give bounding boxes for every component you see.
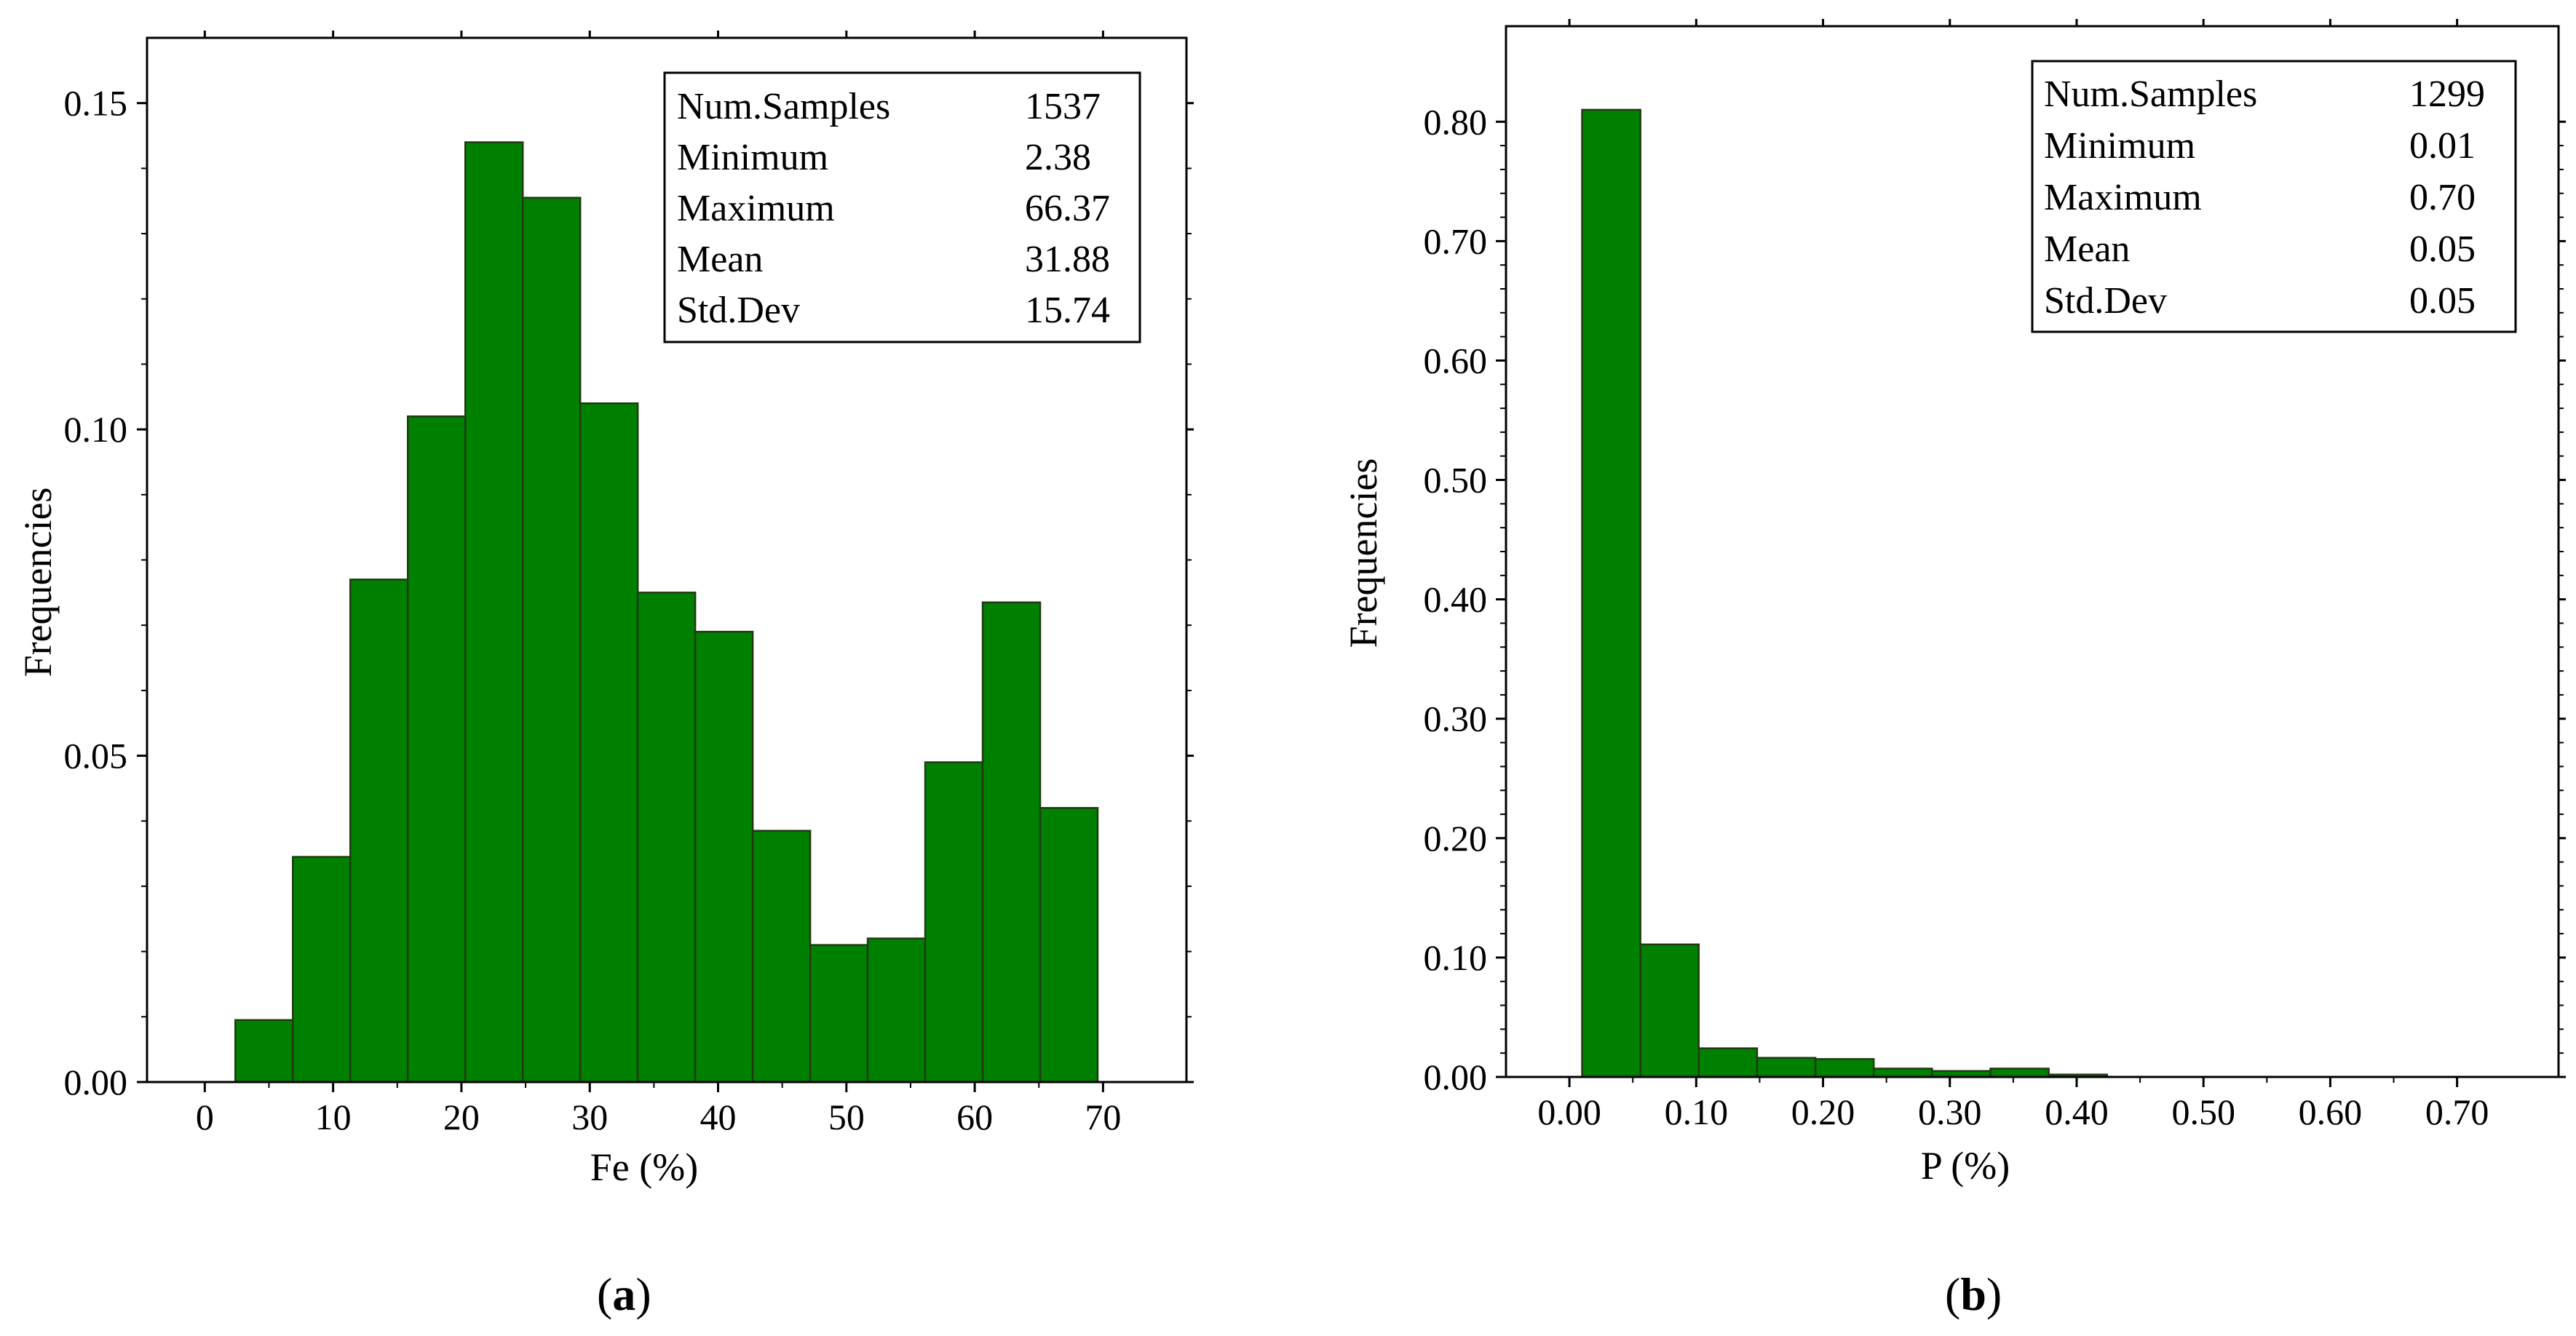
histogram-bar-b-3 (1756, 1057, 1817, 1078)
x-tick-label-a-7: 70 (1085, 1097, 1121, 1137)
histogram-bar-b-1 (1639, 943, 1700, 1078)
x-tick-label-a-4: 40 (700, 1097, 737, 1137)
stat-label-a-1: Minimum (677, 137, 828, 178)
panel-letter-a: a (612, 1268, 635, 1320)
histogram-bar-a-2 (349, 578, 409, 1083)
histogram-bar-a-13 (981, 601, 1042, 1083)
stat-value-a-4: 15.74 (1025, 290, 1110, 331)
histogram-bar-a-3 (406, 415, 467, 1083)
stat-label-a-3: Mean (677, 239, 763, 280)
histogram-bar-a-10 (809, 944, 869, 1083)
histogram-bar-a-14 (1039, 807, 1099, 1083)
histogram-bar-a-9 (751, 830, 812, 1083)
x-tick-label-a-2: 20 (443, 1097, 480, 1137)
y-tick-label-a-3: 0.15 (64, 83, 128, 124)
stat-label-b-1: Minimum (2044, 125, 2195, 167)
x-tick-label-b-4: 0.40 (2045, 1092, 2109, 1132)
histogram-bar-b-5 (1872, 1067, 1933, 1078)
stat-label-b-3: Mean (2044, 228, 2130, 270)
y-tick-label-b-2: 0.20 (1424, 818, 1488, 859)
x-tick-label-b-6: 0.60 (2299, 1092, 2363, 1132)
histogram-bar-a-8 (694, 630, 754, 1083)
y-tick-label-a-2: 0.10 (64, 409, 128, 450)
stat-label-b-0: Num.Samples (2044, 73, 2257, 115)
stat-value-b-0: 1299 (2409, 73, 2485, 115)
x-tick-label-b-7: 0.70 (2425, 1092, 2489, 1132)
stat-label-a-0: Num.Samples (677, 86, 890, 127)
y-tick-label-b-8: 0.80 (1424, 101, 1488, 142)
stats-box-b (2031, 60, 2517, 333)
x-tick-label-b-1: 0.10 (1665, 1092, 1729, 1132)
stat-label-a-4: Std.Dev (677, 290, 800, 331)
stat-value-b-4: 0.05 (2409, 280, 2476, 322)
x-tick-label-b-5: 0.50 (2171, 1092, 2235, 1132)
y-tick-label-b-6: 0.60 (1424, 340, 1488, 381)
stat-label-b-2: Maximum (2044, 177, 2202, 218)
x-tick-label-a-6: 60 (956, 1097, 993, 1137)
y-tick-label-b-7: 0.70 (1424, 220, 1488, 261)
panel-label-b: (b) (1945, 1268, 2002, 1320)
y-tick-label-b-4: 0.40 (1424, 579, 1488, 620)
stat-label-a-2: Maximum (677, 188, 835, 229)
histogram-bar-a-4 (464, 141, 524, 1083)
y-axis-title-a: Frequencies (16, 488, 60, 677)
y-tick-label-a-0: 0.00 (64, 1062, 128, 1102)
y-tick-label-a-1: 0.05 (64, 736, 128, 776)
y-tick-label-b-3: 0.30 (1424, 699, 1488, 739)
panel-label-a: (a) (597, 1268, 651, 1320)
x-tick-label-a-1: 10 (315, 1097, 352, 1137)
histogram-p: 0.00 0.10 0.20 0.30 0.40 0.50 0.60 0.70 0.80 0.00… (1341, 19, 2566, 1320)
histogram-bar-b-7 (1989, 1067, 2050, 1078)
stat-value-a-3: 31.88 (1025, 239, 1110, 280)
x-tick-label-a-3: 30 (571, 1097, 608, 1137)
histogram-bar-a-7 (636, 592, 697, 1083)
stat-value-a-2: 66.37 (1025, 188, 1110, 229)
histogram-bar-a-5 (521, 196, 582, 1083)
histogram-bar-a-1 (292, 856, 352, 1083)
stat-value-b-1: 0.01 (2409, 125, 2476, 167)
histogram-bar-a-12 (924, 761, 984, 1083)
histogram-fe: 0.00 0.05 0.10 0.15 0 10 20 30 40 50 60 70 Fe (%) Fre… (16, 31, 1194, 1320)
x-tick-label-a-5: 50 (828, 1097, 865, 1137)
y-tick-label-b-0: 0.00 (1424, 1057, 1488, 1097)
stat-label-b-4: Std.Dev (2044, 280, 2167, 322)
stat-value-a-0: 1537 (1025, 86, 1101, 127)
histogram-bar-b-2 (1697, 1047, 1759, 1078)
y-axis-title-b: Frequencies (1341, 458, 1385, 648)
stat-value-b-2: 0.70 (2409, 177, 2476, 218)
y-tick-label-b-5: 0.50 (1424, 460, 1488, 501)
x-tick-label-b-0: 0.00 (1537, 1092, 1601, 1132)
histogram-bar-a-6 (579, 402, 639, 1083)
x-tick-label-b-2: 0.20 (1791, 1092, 1855, 1132)
x-axis-title-b: P (%) (1921, 1144, 2010, 1188)
stats-box-a (663, 71, 1141, 343)
histogram-bar-b-4 (1814, 1058, 1875, 1078)
x-tick-label-b-3: 0.30 (1918, 1092, 1982, 1132)
y-tick-label-b-1: 0.10 (1424, 937, 1488, 978)
histogram-bar-b-0 (1581, 108, 1641, 1078)
stat-value-a-1: 2.38 (1025, 137, 1091, 178)
x-tick-label-a-0: 0 (196, 1097, 214, 1137)
x-axis-title-a: Fe (%) (590, 1145, 698, 1189)
histogram-bar-a-0 (234, 1019, 294, 1083)
stat-value-b-3: 0.05 (2409, 228, 2476, 270)
panel-letter-b: b (1960, 1268, 1986, 1320)
histogram-bar-a-11 (866, 937, 927, 1083)
